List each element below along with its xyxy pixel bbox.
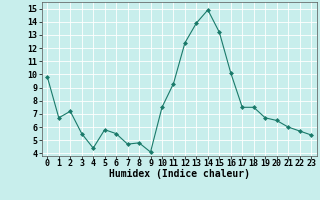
X-axis label: Humidex (Indice chaleur): Humidex (Indice chaleur) [109, 169, 250, 179]
